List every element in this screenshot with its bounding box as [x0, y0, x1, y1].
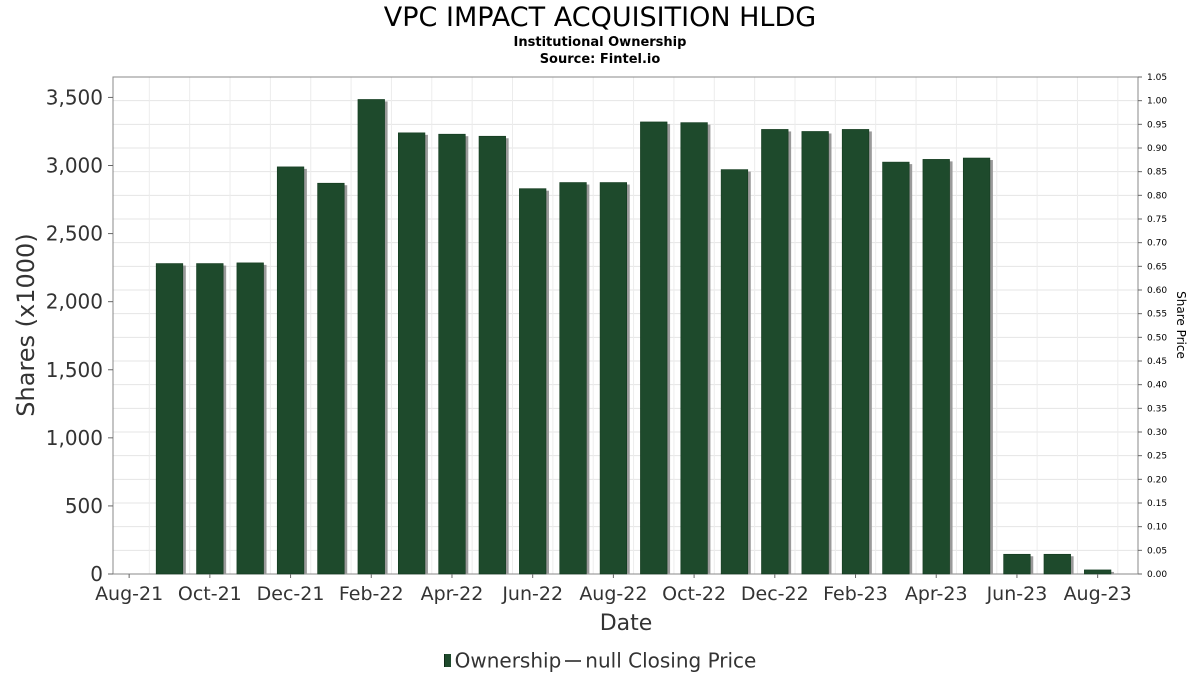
bar-ownership — [922, 159, 950, 575]
y2-tick-label: 0.45 — [1147, 357, 1167, 367]
y2-tick-label: 0.80 — [1147, 191, 1167, 201]
chart-title: VPC IMPACT ACQUISITION HLDG — [383, 2, 817, 33]
y2-tick-label: 0.85 — [1147, 168, 1167, 178]
x-tick-label: Feb-23 — [823, 583, 888, 605]
bar-ownership — [640, 121, 668, 575]
x-tick-label: Oct-21 — [178, 583, 242, 605]
y2-tick-label: 0.70 — [1147, 239, 1167, 249]
bar-ownership — [438, 133, 466, 575]
y2-tick-label: 0.10 — [1147, 523, 1167, 533]
bar-ownership — [882, 161, 910, 575]
y-tick-label: 2,000 — [46, 290, 103, 314]
y2-tick-label: 1.05 — [1147, 73, 1167, 83]
bar-ownership — [519, 188, 547, 575]
bar-ownership — [962, 157, 991, 575]
bar-ownership — [801, 131, 829, 575]
y-tick-label: 0 — [90, 562, 103, 586]
x-tick-label: Apr-23 — [905, 583, 968, 605]
x-tick-label: Jun-22 — [501, 583, 563, 605]
y-axis-label: Shares (x1000) — [12, 233, 40, 416]
x-tick-label: Jun-23 — [986, 583, 1048, 605]
y2-tick-label: 0.20 — [1147, 475, 1167, 485]
x-tick-label: Aug-23 — [1064, 583, 1132, 605]
bar-ownership — [478, 135, 506, 575]
y2-tick-label: 0.00 — [1147, 570, 1167, 580]
bar-ownership — [761, 129, 789, 575]
x-tick-label: Aug-21 — [95, 583, 163, 605]
y2-tick-label: 0.90 — [1147, 144, 1167, 154]
y-tick-label: 3,000 — [46, 154, 103, 178]
y-tick-label: 1,500 — [46, 358, 103, 382]
bar-series — [155, 99, 1114, 575]
bar-ownership — [276, 166, 305, 575]
y-tick-label: 3,500 — [46, 85, 103, 109]
y2-tick-label: 0.65 — [1147, 262, 1167, 272]
x-axis-label: Date — [600, 611, 653, 636]
y2-tick-label: 1.00 — [1147, 97, 1167, 107]
x-tick-label: Apr-22 — [421, 583, 484, 605]
y2-tick-label: 0.30 — [1147, 428, 1167, 438]
bar-ownership — [196, 263, 224, 575]
legend-price-line — [565, 659, 582, 662]
legend-ownership-swatch — [443, 654, 451, 667]
bar-ownership — [1003, 553, 1031, 575]
y-tick-label: 1,000 — [46, 426, 103, 450]
y2-tick-label: 0.40 — [1147, 381, 1167, 391]
legend-price-label: null Closing Price — [585, 648, 757, 673]
y-axis-ticks: 0 500 1,000 1,500 2,000 2,500 3,000 3,500 — [46, 85, 113, 586]
bar-ownership — [559, 182, 587, 575]
x-tick-label: Dec-21 — [257, 583, 325, 605]
y-tick-label: 500 — [65, 494, 103, 518]
x-tick-label: Oct-22 — [662, 583, 726, 605]
bar-ownership — [720, 169, 749, 575]
y2-tick-label: 0.15 — [1147, 499, 1167, 509]
y2-tick-label: 0.50 — [1147, 333, 1167, 343]
bar-ownership — [398, 132, 426, 575]
bar-ownership — [1084, 569, 1112, 575]
y2-axis-label: Share Price — [1174, 291, 1188, 359]
legend-ownership-label: Ownership — [454, 648, 562, 673]
y2-tick-label: 0.05 — [1147, 546, 1167, 556]
bar-ownership — [1043, 553, 1071, 575]
y2-tick-label: 0.55 — [1147, 310, 1167, 320]
x-tick-label: Dec-22 — [741, 583, 809, 605]
bar-ownership — [599, 182, 628, 575]
chart-subtitle: Institutional Ownership — [513, 35, 687, 50]
y2-tick-label: 0.60 — [1147, 286, 1167, 296]
x-tick-label: Aug-22 — [579, 583, 647, 605]
legend: Ownership null Closing Price — [0, 647, 1200, 673]
bar-ownership — [841, 129, 870, 575]
y2-tick-label: 0.25 — [1147, 452, 1167, 462]
x-tick-label: Feb-22 — [339, 583, 404, 605]
chart-source: Source: Fintel.io — [539, 52, 661, 67]
y-tick-label: 2,500 — [46, 222, 103, 246]
y2-tick-label: 0.35 — [1147, 404, 1167, 414]
bar-ownership — [680, 122, 708, 575]
y2-tick-label: 0.75 — [1147, 215, 1167, 225]
bar-ownership — [357, 99, 385, 575]
bar-ownership — [155, 263, 184, 575]
y2-axis-ticks: 0.00 0.05 0.10 0.15 0.20 0.25 0.30 0.35 0.40 0.45… — [1138, 73, 1167, 580]
bar-ownership — [317, 182, 345, 575]
x-axis-ticks: Aug-21 Oct-21 Dec-21 Feb-22 Apr-22 Jun-22 Aug-… — [95, 574, 1132, 605]
y2-tick-label: 0.95 — [1147, 120, 1167, 130]
bar-ownership — [236, 262, 264, 575]
